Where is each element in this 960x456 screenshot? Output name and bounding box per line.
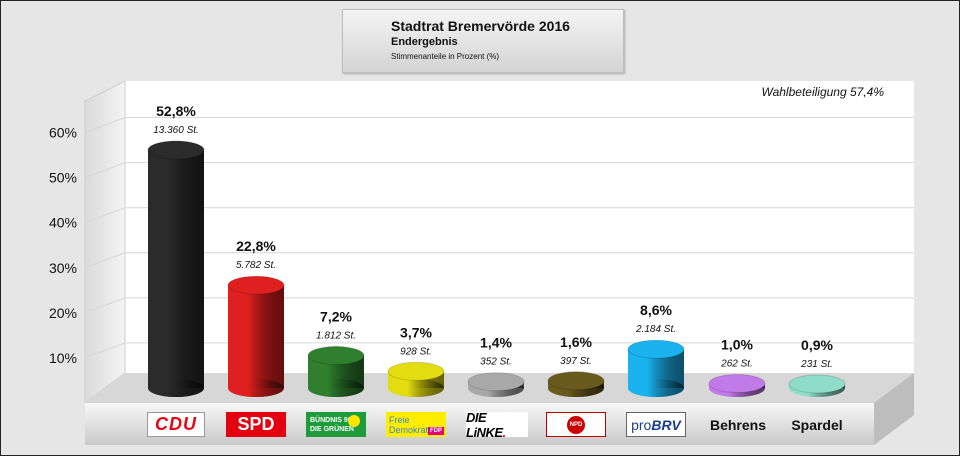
- bar: [467, 372, 525, 397]
- gridline-side: [84, 117, 126, 134]
- bar-value-label: 1,0%: [721, 336, 753, 352]
- turnout-label: Wahlbeteiligung 57,4%: [761, 85, 884, 99]
- bar: [147, 140, 205, 397]
- logo-cdu-text: CDU: [155, 414, 197, 434]
- bar-votes-label: 13.360 St.: [153, 125, 199, 136]
- bar: [387, 361, 445, 397]
- bar-top: [387, 361, 445, 381]
- gridline-side: [84, 342, 126, 359]
- logo-linke-main: DIE LiNKE: [466, 409, 503, 440]
- chart-subtitle: Endergebnis: [391, 36, 458, 48]
- data-labels: 52,8% 13.360 St. 22,8% 5.782 St. 7,2% 1.812 S…: [153, 103, 833, 370]
- bar-top: [227, 275, 285, 295]
- bar-votes-label: 352 St.: [480, 357, 512, 368]
- logo-gruene: BÜNDNIS 90 DIE GRÜNEN: [306, 412, 366, 437]
- chart-title: Stadtrat Bremervörde 2016: [391, 18, 570, 34]
- bar: [627, 339, 685, 397]
- bar-value-label: 52,8%: [156, 103, 196, 119]
- sunflower-icon: [348, 415, 360, 427]
- logo-gruene-line1: BÜNDNIS 90: [310, 416, 352, 424]
- bar-top: [467, 372, 525, 392]
- bar-votes-label: 1.812 St.: [316, 331, 356, 342]
- bars: [147, 140, 846, 397]
- bar: [788, 374, 846, 397]
- bar-bottom-shade: [148, 379, 204, 397]
- logo-fdp-line2: Demokraten: [389, 424, 439, 435]
- bar-shade: [228, 285, 284, 388]
- logo-probrv-text: proBRV: [631, 417, 681, 433]
- bar-top: [627, 339, 685, 359]
- logo-fdp-line1: Freie: [389, 414, 410, 425]
- logo-fdp-mark: FDP: [428, 427, 444, 435]
- bar-bottom-shade: [228, 379, 284, 397]
- y-tick-label: 50%: [49, 170, 77, 186]
- bar-value-label: 1,4%: [480, 335, 512, 351]
- logo-spd-text: SPD: [237, 414, 275, 434]
- chart-title-box: Stadtrat Bremervörde 2016 Endergebnis St…: [342, 9, 624, 73]
- logo-fdp: Freie Demokraten FDP: [386, 412, 446, 437]
- gridline-side: [84, 207, 126, 224]
- bar-votes-label: 2.184 St.: [635, 324, 676, 335]
- logo-linke-dot: .: [502, 424, 507, 440]
- y-tick-label: 10%: [49, 350, 77, 366]
- bar-value-label: 7,2%: [320, 309, 352, 325]
- gridline-side: [84, 162, 126, 179]
- bar-value-label: 1,6%: [560, 334, 592, 350]
- plot-floor-side: [874, 373, 914, 445]
- bar: [708, 373, 766, 397]
- bar-votes-label: 262 St.: [720, 358, 753, 369]
- gridline-side: [84, 297, 126, 314]
- bar-top: [788, 374, 846, 394]
- gridlines: [84, 117, 914, 359]
- bar-votes-label: 397 St.: [560, 356, 592, 367]
- chart-note: Stimmenanteile in Prozent (%): [391, 52, 500, 61]
- logo-probrv-main: BRV: [651, 416, 681, 433]
- bar-top: [708, 373, 766, 393]
- bar-value-label: 3,7%: [400, 324, 432, 340]
- y-tick-label: 60%: [49, 125, 77, 141]
- bar-value-label: 22,8%: [236, 238, 276, 254]
- logo-cdu: CDU: [147, 412, 205, 437]
- bar-bottom-shade: [628, 379, 684, 397]
- label-spardel: Spardel: [791, 416, 843, 433]
- bar-votes-label: 5.782 St.: [236, 260, 276, 271]
- bar: [307, 346, 365, 397]
- bar-top: [147, 140, 205, 160]
- y-tick-label: 30%: [49, 260, 77, 276]
- bar-top: [307, 346, 365, 366]
- bar-votes-label: 231 St.: [800, 359, 833, 370]
- plot-side-wall: [84, 80, 126, 404]
- y-tick-label: 20%: [49, 305, 77, 321]
- y-axis-ticks: 10% 20% 30% 40% 50% 60%: [49, 125, 77, 366]
- bar-top: [547, 371, 605, 391]
- bar-value-label: 8,6%: [640, 302, 672, 318]
- logo-spd: SPD: [226, 412, 286, 437]
- gridline-side: [84, 252, 126, 269]
- bar-shade: [148, 150, 204, 388]
- bar: [547, 371, 605, 397]
- label-behrens: Behrens: [709, 416, 767, 433]
- logo-linke: DIE LiNKE.: [466, 410, 528, 440]
- logo-npd-disc: NPD: [567, 415, 585, 434]
- logo-linke-text: DIE LiNKE.: [466, 410, 528, 440]
- y-tick-label: 40%: [49, 215, 77, 231]
- logo-gruene-line2: DIE GRÜNEN: [310, 425, 354, 433]
- bar-value-label: 0,9%: [801, 337, 833, 353]
- logo-probrv-pre: pro: [631, 416, 652, 433]
- bar-bottom-shade: [388, 379, 444, 397]
- bar-bottom-shade: [308, 379, 364, 397]
- bar-votes-label: 928 St.: [400, 346, 432, 357]
- logo-probrv: proBRV: [626, 412, 686, 437]
- logo-npd: NPD: [546, 412, 606, 437]
- bar: [227, 275, 285, 397]
